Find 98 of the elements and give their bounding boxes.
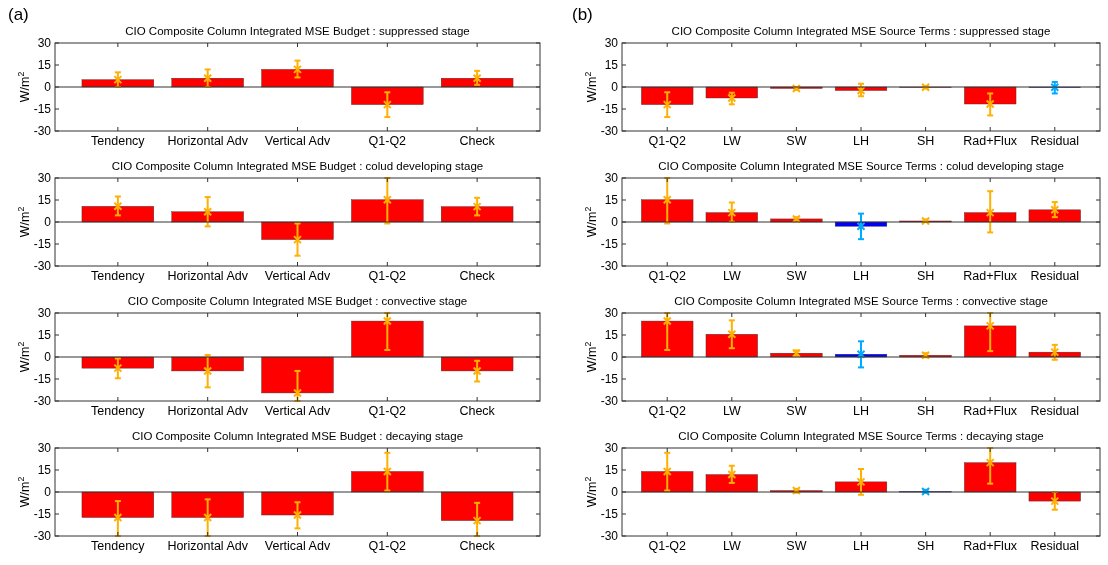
x-tick-label: Vertical Adv xyxy=(264,134,331,148)
x-tick-label: SW xyxy=(786,269,807,283)
x-tick-label: Residual xyxy=(1030,404,1080,418)
y-tick-label: 0 xyxy=(611,350,619,365)
y-tick-label: -30 xyxy=(600,394,619,409)
chart-title: CIO Composite Column Integrated MSE Budget : suppressed stage xyxy=(125,25,470,37)
y-tick-label: 30 xyxy=(604,171,619,186)
x-tick-label: SH xyxy=(916,269,935,283)
x-tick-label: LH xyxy=(853,134,869,148)
x-tick-label: LW xyxy=(722,539,741,553)
x-tick-label: SW xyxy=(786,539,807,553)
text: (a) xyxy=(8,5,29,24)
y-tick-label: -15 xyxy=(33,507,52,522)
x-tick-label: Q1-Q2 xyxy=(368,134,407,148)
y-tick-label: 15 xyxy=(604,463,619,478)
x-tick-label: Q1-Q2 xyxy=(648,134,687,148)
text: (b) xyxy=(572,5,593,24)
chart-title: CIO Composite Column Integrated MSE Source Terms : decaying stage xyxy=(678,430,1044,442)
y-tick-label: -30 xyxy=(600,529,619,544)
y-tick-label: -30 xyxy=(600,124,619,139)
y-tick-label: -15 xyxy=(600,237,619,252)
x-tick-label: Residual xyxy=(1030,134,1080,148)
x-tick-label: SH xyxy=(916,134,935,148)
y-tick-label: 0 xyxy=(611,485,619,500)
x-tick-label: Q1-Q2 xyxy=(368,404,407,418)
chart-title: CIO Composite Column Integrated MSE Budget : colud developing stage xyxy=(111,160,484,172)
x-tick-label: Vertical Adv xyxy=(264,404,331,418)
x-tick-label: LH xyxy=(853,269,869,283)
y-tick-label: -30 xyxy=(33,124,52,139)
x-tick-label: SH xyxy=(916,539,935,553)
x-tick-label: Tendency xyxy=(91,539,146,553)
x-tick-label: SW xyxy=(786,404,807,418)
y-tick-label: 30 xyxy=(37,441,52,456)
x-tick-label: Check xyxy=(459,404,496,418)
y-tick-label: 0 xyxy=(611,215,619,230)
chart-title: CIO Composite Column Integrated MSE Source Terms : colud developing stage xyxy=(658,160,1064,172)
x-tick-label: SH xyxy=(916,404,935,418)
y-tick-label: -15 xyxy=(33,237,52,252)
y-tick-label: 30 xyxy=(37,36,52,51)
y-tick-label: 15 xyxy=(604,58,619,73)
y-tick-label: 15 xyxy=(37,328,52,343)
x-tick-label: SW xyxy=(786,134,807,148)
y-tick-label: -30 xyxy=(33,529,52,544)
y-tick-label: 30 xyxy=(604,36,619,51)
x-tick-label: Residual xyxy=(1030,539,1080,553)
x-tick-label: Horizontal Adv xyxy=(167,269,249,283)
y-tick-label: 0 xyxy=(611,80,619,95)
x-tick-label: Q1-Q2 xyxy=(648,404,687,418)
y-tick-label: -30 xyxy=(33,394,52,409)
x-tick-label: Rad+Flux xyxy=(963,269,1018,283)
x-tick-label: Check xyxy=(459,134,496,148)
x-tick-label: Horizontal Adv xyxy=(167,539,249,553)
y-tick-label: -15 xyxy=(33,102,52,117)
y-tick-label: 15 xyxy=(604,193,619,208)
x-tick-label: Check xyxy=(459,269,496,283)
chart-title: CIO Composite Column Integrated MSE Budget : decaying stage xyxy=(131,430,464,442)
y-tick-label: 30 xyxy=(604,441,619,456)
x-tick-label: Horizontal Adv xyxy=(167,134,249,148)
y-tick-label: 0 xyxy=(44,350,52,365)
chart-title: CIO Composite Column Integrated MSE Source Terms : suppressed stage xyxy=(671,25,1051,37)
x-tick-label: Vertical Adv xyxy=(264,269,331,283)
y-tick-label: 0 xyxy=(44,215,52,230)
y-tick-label: 30 xyxy=(604,306,619,321)
x-tick-label: Vertical Adv xyxy=(264,539,331,553)
y-tick-label: 15 xyxy=(37,193,52,208)
x-tick-label: Q1-Q2 xyxy=(368,269,407,283)
y-tick-label: 30 xyxy=(37,171,52,186)
y-tick-label: -30 xyxy=(33,259,52,274)
x-tick-label: Q1-Q2 xyxy=(648,269,687,283)
x-tick-label: LH xyxy=(853,404,869,418)
y-tick-label: -15 xyxy=(600,372,619,387)
x-tick-label: Q1-Q2 xyxy=(648,539,687,553)
x-tick-label: Horizontal Adv xyxy=(167,404,249,418)
y-tick-label: -15 xyxy=(33,372,52,387)
x-tick-label: Tendency xyxy=(91,404,146,418)
x-tick-label: LW xyxy=(722,404,741,418)
x-tick-label: LW xyxy=(722,269,741,283)
x-tick-label: Rad+Flux xyxy=(963,539,1018,553)
x-tick-label: Check xyxy=(459,539,496,553)
x-tick-label: Rad+Flux xyxy=(963,134,1018,148)
x-tick-label: Q1-Q2 xyxy=(368,539,407,553)
chart-title: CIO Composite Column Integrated MSE Source Terms : convective stage xyxy=(674,295,1048,307)
y-tick-label: 0 xyxy=(44,485,52,500)
y-tick-label: 15 xyxy=(37,463,52,478)
x-tick-label: Tendency xyxy=(91,269,146,283)
x-tick-label: LH xyxy=(853,539,869,553)
y-tick-label: 15 xyxy=(604,328,619,343)
x-tick-label: Rad+Flux xyxy=(963,404,1018,418)
y-tick-label: -15 xyxy=(600,507,619,522)
x-tick-label: Tendency xyxy=(91,134,146,148)
x-tick-label: LW xyxy=(722,134,741,148)
y-tick-label: 15 xyxy=(37,58,52,73)
chart-title: CIO Composite Column Integrated MSE Budget : convective stage xyxy=(127,295,468,307)
y-tick-label: -30 xyxy=(600,259,619,274)
x-tick-label: Residual xyxy=(1030,269,1080,283)
y-tick-label: 30 xyxy=(37,306,52,321)
y-tick-label: -15 xyxy=(600,102,619,117)
y-tick-label: 0 xyxy=(44,80,52,95)
